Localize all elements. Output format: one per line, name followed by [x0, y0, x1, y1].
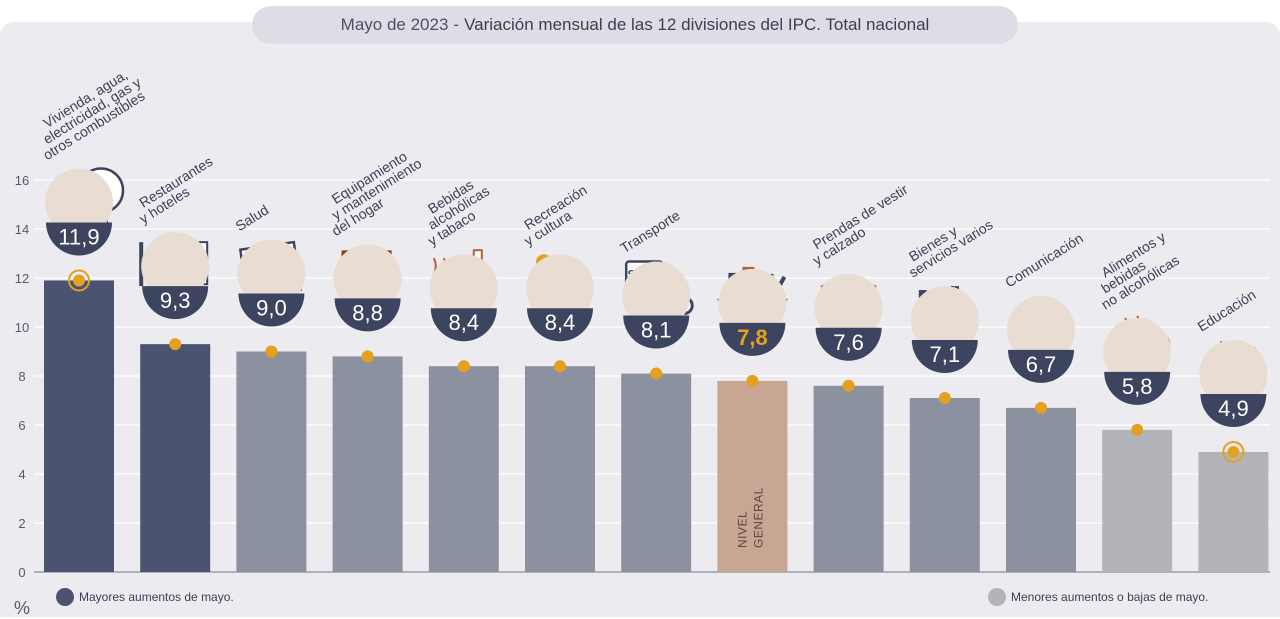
value-badge	[911, 340, 978, 374]
value-marker-ring	[1222, 440, 1245, 463]
legend-low: Menores aumentos o bajas de mayo.	[988, 588, 1208, 606]
y-axis-unit: %	[14, 598, 31, 618]
bar	[1006, 407, 1076, 572]
bar	[236, 351, 307, 572]
value-label: 5,8	[1122, 374, 1153, 399]
value-label: 7,8	[737, 325, 768, 350]
icon-backdrop	[910, 286, 979, 355]
y-tick-label: 0	[18, 565, 25, 580]
y-tick-label: 12	[15, 271, 29, 286]
value-marker-ring	[68, 269, 90, 292]
chart-title: Mayo de 2023 - Variación mensual de las …	[252, 6, 1018, 44]
bar	[1198, 451, 1269, 572]
value-marker	[1131, 423, 1144, 436]
title-separator: -	[453, 15, 460, 34]
icon-backdrop	[45, 168, 113, 237]
y-tick-label: 2	[18, 516, 25, 531]
value-label: 9,3	[160, 288, 191, 313]
y-tick-label: 4	[18, 467, 25, 482]
bar	[909, 398, 980, 572]
icon-backdrop	[1199, 339, 1268, 408]
bar	[813, 385, 884, 572]
nivel-general-text: GENERAL	[751, 487, 765, 548]
value-label: 8,4	[449, 310, 480, 335]
y-tick-label: 10	[15, 320, 29, 335]
y-tick-label: 8	[18, 369, 25, 384]
value-marker	[554, 360, 566, 373]
legend-low-swatch	[988, 588, 1006, 606]
bar	[332, 356, 403, 572]
value-label: 4,9	[1218, 396, 1249, 421]
value-marker	[938, 392, 951, 405]
bar	[1102, 429, 1173, 572]
value-badge	[334, 298, 401, 332]
category-label: Comunicación	[1002, 230, 1086, 291]
value-marker	[169, 338, 182, 351]
y-tick-label: 14	[15, 222, 29, 237]
title-main: Variación mensual de las 12 divisiones d…	[464, 15, 930, 34]
icon-backdrop	[814, 273, 883, 342]
nivel-general-text: NIVEL	[735, 511, 749, 548]
value-label: 7,1	[930, 342, 961, 367]
value-badge	[430, 308, 497, 342]
icon-backdrop	[141, 232, 210, 301]
value-label: 6,7	[1026, 352, 1057, 377]
icon-backdrop	[237, 239, 306, 308]
bar	[717, 380, 788, 572]
legend-high: Mayores aumentos de mayo.	[56, 588, 234, 606]
value-badge	[142, 286, 209, 320]
value-marker	[361, 350, 374, 363]
legend-high-swatch	[56, 588, 74, 606]
bar	[621, 373, 692, 572]
legend-high-label: Mayores aumentos de mayo.	[79, 590, 234, 604]
bar	[525, 366, 595, 572]
value-badge	[46, 222, 112, 256]
title-prefix: Mayo de 2023	[340, 15, 449, 34]
value-marker	[73, 274, 85, 287]
value-badge	[1008, 349, 1074, 383]
bar	[428, 366, 499, 572]
icon-backdrop	[1103, 317, 1172, 386]
value-marker	[457, 360, 470, 373]
value-marker	[1035, 401, 1047, 414]
bar	[44, 280, 114, 572]
value-marker	[842, 379, 855, 392]
value-label: 7,6	[833, 330, 864, 355]
value-badge	[1104, 371, 1171, 405]
value-marker	[650, 367, 663, 380]
icon-backdrop	[526, 254, 594, 323]
icon-backdrop	[1007, 295, 1075, 364]
value-marker	[1227, 445, 1240, 458]
value-badge	[623, 315, 690, 349]
legend-low-label: Menores aumentos o bajas de mayo.	[1011, 590, 1209, 604]
value-label: 8,1	[641, 318, 672, 343]
value-badge	[815, 327, 882, 361]
value-marker	[746, 374, 759, 387]
icon-backdrop	[622, 261, 691, 330]
icon-backdrop	[718, 268, 787, 337]
y-tick-label: 6	[18, 418, 25, 433]
value-label: 9,0	[256, 296, 287, 321]
icon-backdrop	[429, 254, 498, 323]
value-badge	[527, 308, 594, 342]
icon-backdrop	[333, 244, 402, 313]
bar	[140, 344, 211, 572]
category-label: Transporte	[617, 207, 683, 256]
value-label: 11,9	[58, 224, 99, 249]
value-badge	[238, 293, 305, 327]
value-label: 8,8	[352, 300, 383, 325]
y-tick-label: 16	[15, 173, 29, 188]
value-badge	[719, 322, 786, 356]
value-badge	[1200, 393, 1267, 427]
value-label: 8,4	[545, 310, 576, 335]
value-marker	[265, 345, 278, 358]
